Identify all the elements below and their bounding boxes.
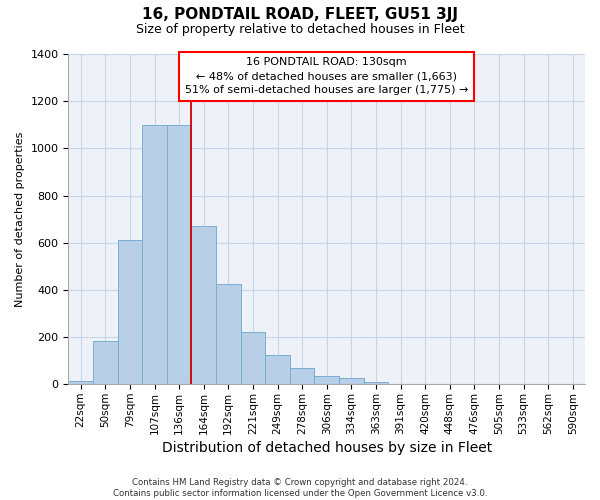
X-axis label: Distribution of detached houses by size in Fleet: Distribution of detached houses by size …: [161, 441, 492, 455]
Bar: [290, 368, 314, 384]
Bar: [265, 355, 290, 384]
Bar: [118, 240, 142, 384]
Text: Contains HM Land Registry data © Crown copyright and database right 2024.
Contai: Contains HM Land Registry data © Crown c…: [113, 478, 487, 498]
Bar: [339, 378, 364, 384]
Y-axis label: Number of detached properties: Number of detached properties: [15, 132, 25, 307]
Bar: [167, 125, 191, 384]
Text: Size of property relative to detached houses in Fleet: Size of property relative to detached ho…: [136, 22, 464, 36]
Bar: [93, 340, 118, 384]
Text: 16, PONDTAIL ROAD, FLEET, GU51 3JJ: 16, PONDTAIL ROAD, FLEET, GU51 3JJ: [142, 8, 458, 22]
Bar: [241, 332, 265, 384]
Bar: [364, 382, 388, 384]
Bar: [216, 284, 241, 384]
Bar: [191, 226, 216, 384]
Text: 16 PONDTAIL ROAD: 130sqm
← 48% of detached houses are smaller (1,663)
51% of sem: 16 PONDTAIL ROAD: 130sqm ← 48% of detach…: [185, 58, 469, 96]
Bar: [142, 125, 167, 384]
Bar: [314, 376, 339, 384]
Bar: [68, 381, 93, 384]
